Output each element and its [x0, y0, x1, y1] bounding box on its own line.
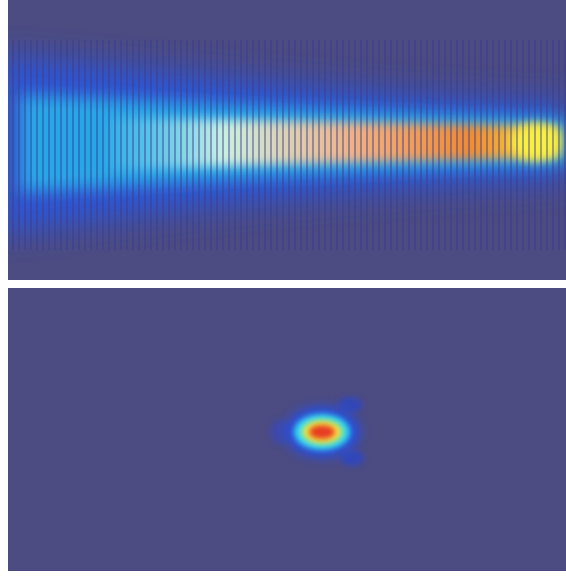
- spot-core: [309, 425, 335, 439]
- bottom-panel: [8, 288, 566, 571]
- page: [0, 0, 566, 577]
- figure: [0, 0, 566, 577]
- top-panel: [0, 0, 566, 280]
- fringe-stripes: [8, 40, 566, 250]
